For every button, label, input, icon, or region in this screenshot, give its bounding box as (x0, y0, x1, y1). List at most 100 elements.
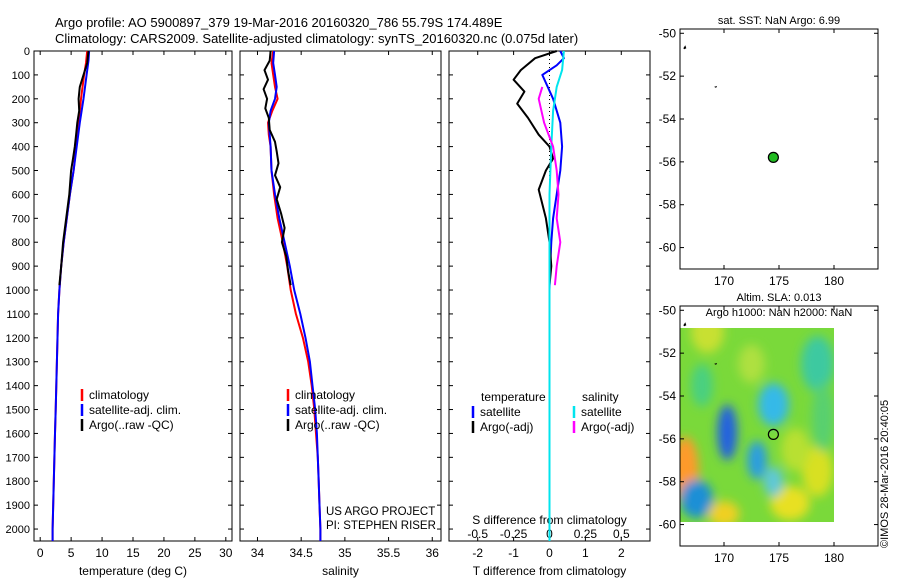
plot-panels: 0100200300400500600700800900100011001200… (6, 15, 879, 578)
sla-map-title-line1: Altim. SLA: 0.013 (737, 292, 822, 304)
sst_map-ytick-label: -52 (659, 69, 677, 83)
depth-tick-label: 600 (12, 189, 30, 201)
difference-legend-label: Argo(-adj) (480, 420, 533, 434)
sla_map-xtick-label: 170 (714, 551, 734, 565)
salinity-xlabel: salinity (322, 564, 359, 578)
sla-anomaly-cell (747, 441, 767, 480)
depth-tick-label: 400 (12, 142, 30, 154)
sla-anomaly-cell (708, 501, 740, 522)
difference-xtick-label: 1 (582, 546, 589, 560)
depth-tick-label: 1200 (6, 333, 30, 345)
sst_map-ytick-label: -60 (659, 241, 677, 255)
difference-xtick-label: 0 (546, 546, 553, 560)
sla-anomaly-cell (801, 336, 834, 392)
sst_map-xtick-label: 170 (714, 274, 734, 288)
depth-tick-label: 500 (12, 166, 30, 178)
salinity-difference-tick-label: 0.25 (574, 527, 598, 541)
temperature-xtick-label: 10 (95, 546, 109, 560)
sst_map-ytick-label: -58 (659, 198, 677, 212)
temperature-xtick-label: 20 (157, 546, 171, 560)
salinity-difference-tick-label: -0.25 (500, 527, 528, 541)
depth-tick-label: 1800 (6, 476, 30, 488)
legend-temperature-title: temperature (481, 390, 546, 404)
depth-tick-label: 700 (12, 213, 30, 225)
island-coastline (714, 362, 718, 365)
salinity-panel: 34 34.5 35 35.5 36 salinity climatologysatelli… (239, 50, 442, 578)
salinity-legend-label: Argo(..raw -QC) (295, 418, 380, 432)
depth-tick-label: 1000 (6, 285, 30, 297)
depth-tick-label: 100 (12, 70, 30, 82)
depth-tick-label: 300 (12, 118, 30, 130)
sst_map-ytick-label: -56 (659, 155, 677, 169)
temperature-legend-label: Argo(..raw -QC) (89, 418, 174, 432)
difference-xtick-label: -1 (508, 546, 519, 560)
temperature-xtick-label: 30 (219, 546, 233, 560)
salinity-series-line (262, 50, 292, 286)
salinity-xtick-label: 34 (251, 546, 265, 560)
salinity-series-line (267, 50, 322, 541)
sla_map-xtick-label: 180 (824, 551, 844, 565)
difference-xtick-label: 2 (618, 546, 625, 560)
temperature-panel: 0100200300400500600700800900100011001200… (6, 46, 233, 578)
sla_map-ytick-label: -50 (659, 303, 677, 317)
depth-tick-label: 0 (24, 46, 30, 58)
header-line2: Climatology: CARS2009. Satellite-adjuste… (55, 31, 578, 46)
difference-series-line (537, 86, 562, 286)
salinity-xtick-label: 35 (338, 546, 352, 560)
sla_map-xtick-label: 175 (769, 551, 789, 565)
sla-anomaly-cell (738, 344, 765, 384)
header-line1: Argo profile: AO 5900897_379 19-Mar-2016… (55, 15, 503, 30)
sst_map-ytick-label: -54 (659, 112, 677, 126)
sst_map-frame (679, 28, 879, 270)
salinity-series-line (267, 50, 322, 541)
temperature-xlabel: temperature (deg C) (79, 564, 187, 578)
sla-map-title-line2: Argo h1000: NaN h2000: NaN (706, 307, 853, 319)
salinity-legend-label: climatology (295, 388, 355, 402)
island-coastline (714, 85, 718, 88)
difference-legend-label: Argo(-adj) (581, 420, 634, 434)
salinity-xtick-label: 36 (426, 546, 440, 560)
sla-anomaly-cell (691, 363, 713, 407)
difference-series-line (512, 50, 558, 286)
sla_map-ytick-label: -56 (659, 432, 677, 446)
sst_map-xtick-label: 175 (769, 274, 789, 288)
sla-anomaly-cell (717, 404, 738, 461)
sst_map-xtick-label: 180 (824, 274, 844, 288)
temperature-xtick-label: 5 (68, 546, 75, 560)
float-position-marker (767, 428, 779, 440)
depth-tick-label: 900 (12, 261, 30, 273)
depth-tick-label: 1100 (6, 309, 30, 321)
float-position-marker (767, 151, 779, 163)
sla_map-ytick-label: -60 (659, 518, 677, 532)
sla-anomaly-cell (770, 486, 810, 521)
difference-xtick-label: -2 (472, 546, 483, 560)
temperature-legend-label: climatology (89, 388, 149, 402)
temperature-legend-label: satellite-adj. clim. (89, 403, 181, 417)
salinity-xtick-label: 34.5 (289, 546, 313, 560)
depth-tick-label: 800 (12, 237, 30, 249)
depth-tick-label: 1400 (6, 381, 30, 393)
copyright-note: ©IMOS 28-Mar-2016 20:40:05 (879, 400, 891, 548)
salinity-frame (239, 50, 442, 542)
difference-legend-label: satellite (581, 405, 622, 419)
sla-anomaly-cell (691, 328, 724, 354)
depth-tick-label: 1700 (6, 452, 30, 464)
sla-anomaly-cell (802, 445, 833, 497)
sla-anomaly-cell (763, 466, 784, 497)
difference-legend-label: satellite (480, 405, 521, 419)
temperature-series-line (58, 50, 90, 286)
sla_map-ytick-label: -54 (659, 389, 677, 403)
sla-heatmap-anomalies (680, 328, 834, 522)
depth-tick-label: 2000 (6, 524, 30, 536)
difference-series-line (548, 50, 565, 541)
sst-map-title: sat. SST: NaN Argo: 6.99 (718, 15, 840, 27)
difference-xlabel: T difference from climatology (473, 564, 627, 578)
sla-heatmap (680, 328, 834, 522)
temperature-series-line (51, 50, 91, 541)
salinity-difference-tick-label: -0.5 (467, 527, 488, 541)
salinity-xtick-label: 35.5 (377, 546, 401, 560)
temperature-xtick-label: 0 (37, 546, 44, 560)
project-label-line1: US ARGO PROJECT (326, 506, 435, 518)
